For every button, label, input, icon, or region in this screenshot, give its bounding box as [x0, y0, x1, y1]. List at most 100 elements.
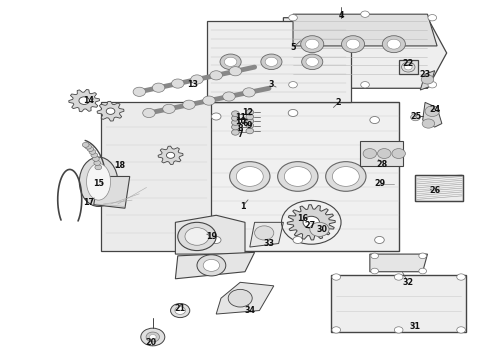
Circle shape: [278, 162, 318, 191]
Circle shape: [85, 144, 92, 149]
Circle shape: [411, 114, 420, 121]
Text: 9: 9: [247, 121, 252, 130]
Text: 33: 33: [264, 239, 274, 248]
Text: 14: 14: [83, 96, 95, 105]
Text: 27: 27: [304, 221, 316, 230]
Circle shape: [91, 153, 98, 158]
Text: 18: 18: [115, 161, 126, 170]
Circle shape: [229, 67, 242, 76]
Bar: [399, 60, 418, 74]
Circle shape: [183, 100, 195, 109]
Polygon shape: [69, 90, 99, 112]
Circle shape: [228, 289, 252, 307]
Polygon shape: [207, 102, 399, 251]
Text: 10: 10: [235, 117, 245, 126]
Circle shape: [332, 167, 359, 186]
Circle shape: [232, 120, 239, 125]
Text: 19: 19: [206, 232, 217, 241]
Circle shape: [421, 75, 434, 84]
Polygon shape: [423, 102, 442, 127]
Circle shape: [457, 327, 465, 333]
Text: 1: 1: [240, 202, 245, 211]
Circle shape: [224, 57, 237, 66]
Circle shape: [246, 123, 254, 129]
Circle shape: [377, 149, 391, 158]
Circle shape: [87, 147, 94, 152]
Circle shape: [332, 274, 341, 280]
Circle shape: [152, 83, 165, 92]
Ellipse shape: [87, 163, 111, 200]
Circle shape: [203, 96, 215, 105]
Circle shape: [305, 39, 319, 49]
Text: 11: 11: [235, 113, 245, 122]
Circle shape: [178, 222, 216, 251]
Text: 26: 26: [429, 186, 440, 195]
Circle shape: [211, 237, 221, 243]
Polygon shape: [283, 18, 447, 88]
Circle shape: [236, 167, 263, 186]
Circle shape: [175, 307, 185, 314]
Circle shape: [394, 274, 403, 280]
Polygon shape: [101, 102, 211, 251]
Circle shape: [342, 36, 365, 53]
Circle shape: [261, 54, 282, 69]
Circle shape: [293, 237, 303, 243]
Text: 22: 22: [403, 59, 414, 68]
Circle shape: [301, 36, 324, 53]
Circle shape: [428, 82, 437, 88]
Text: 6: 6: [242, 119, 248, 128]
Text: 8: 8: [237, 124, 243, 133]
Circle shape: [232, 124, 239, 130]
Polygon shape: [216, 282, 274, 314]
Text: 34: 34: [245, 306, 255, 315]
Circle shape: [326, 162, 366, 191]
Text: 20: 20: [146, 338, 157, 347]
Bar: [416, 175, 464, 201]
Circle shape: [370, 117, 379, 123]
Ellipse shape: [79, 157, 118, 207]
Circle shape: [422, 119, 435, 128]
Circle shape: [303, 216, 319, 228]
Circle shape: [230, 162, 270, 191]
Circle shape: [265, 57, 278, 66]
Circle shape: [310, 222, 329, 237]
Circle shape: [141, 328, 165, 346]
Text: 3: 3: [269, 80, 274, 89]
Text: 2: 2: [336, 98, 342, 107]
Text: 16: 16: [297, 214, 308, 223]
Polygon shape: [158, 146, 183, 165]
Circle shape: [246, 114, 254, 120]
Circle shape: [361, 11, 369, 17]
Circle shape: [89, 149, 96, 154]
Circle shape: [203, 259, 220, 271]
Circle shape: [171, 303, 190, 318]
Circle shape: [185, 228, 209, 245]
Circle shape: [79, 97, 89, 104]
Circle shape: [93, 156, 99, 161]
Circle shape: [133, 87, 146, 96]
Text: 31: 31: [410, 322, 421, 331]
Circle shape: [197, 255, 226, 276]
Text: 15: 15: [93, 179, 104, 188]
Circle shape: [361, 82, 369, 88]
Circle shape: [428, 14, 437, 21]
Circle shape: [223, 92, 235, 101]
Circle shape: [232, 111, 239, 117]
Circle shape: [288, 109, 298, 117]
Circle shape: [255, 226, 274, 240]
Text: 32: 32: [403, 278, 414, 287]
Circle shape: [382, 36, 405, 53]
Polygon shape: [175, 252, 255, 279]
Polygon shape: [207, 21, 351, 102]
Text: 28: 28: [376, 159, 388, 168]
Polygon shape: [94, 176, 130, 208]
Circle shape: [363, 149, 377, 158]
Circle shape: [246, 128, 254, 134]
Bar: [416, 175, 464, 201]
Circle shape: [284, 167, 311, 186]
Text: 4: 4: [338, 12, 344, 21]
Polygon shape: [287, 205, 335, 240]
Polygon shape: [331, 275, 466, 332]
Circle shape: [394, 327, 403, 333]
Polygon shape: [293, 14, 437, 46]
